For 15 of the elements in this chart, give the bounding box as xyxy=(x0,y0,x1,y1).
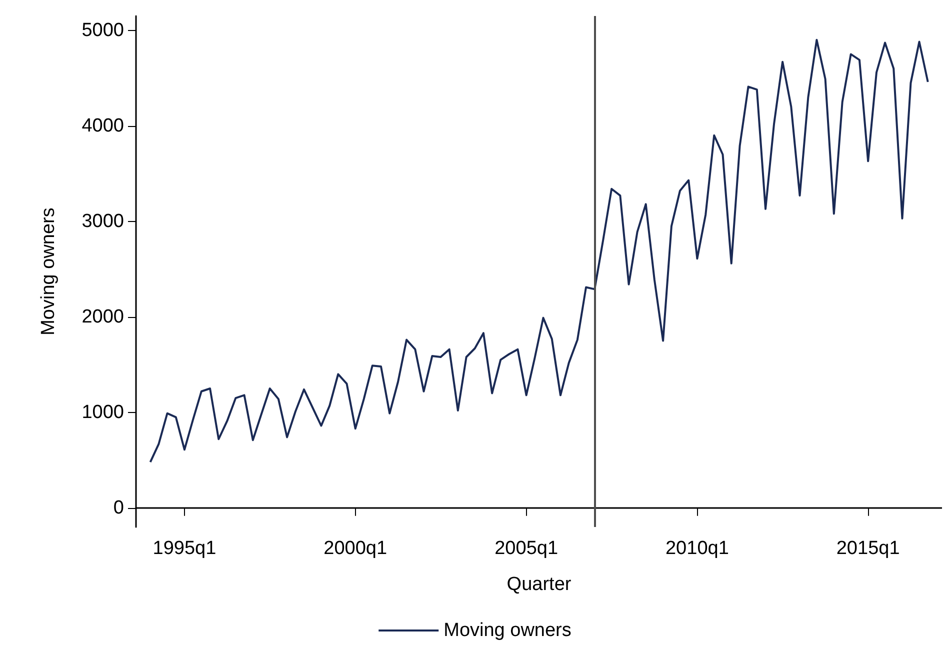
y-axis-title: Moving owners xyxy=(38,208,59,336)
y-tick-label: 1000 xyxy=(82,402,124,423)
x-tick-label: 2000q1 xyxy=(324,538,388,559)
x-tick-label: 2005q1 xyxy=(494,538,558,559)
line-series xyxy=(149,38,929,464)
x-tick-label: 2015q1 xyxy=(836,538,900,559)
y-tick-label: 5000 xyxy=(82,20,124,41)
y-tick-label: 3000 xyxy=(82,210,124,232)
legend-label: Moving owners xyxy=(444,620,572,641)
x-tick-label: 2010q1 xyxy=(665,538,729,559)
y-tick-label: 4000 xyxy=(82,115,124,136)
y-tick-label: 2000 xyxy=(82,306,124,328)
x-axis-title: Quarter xyxy=(506,574,572,595)
x-tick-label: 1995q1 xyxy=(152,538,216,559)
y-tick-label: 0 xyxy=(113,497,124,518)
